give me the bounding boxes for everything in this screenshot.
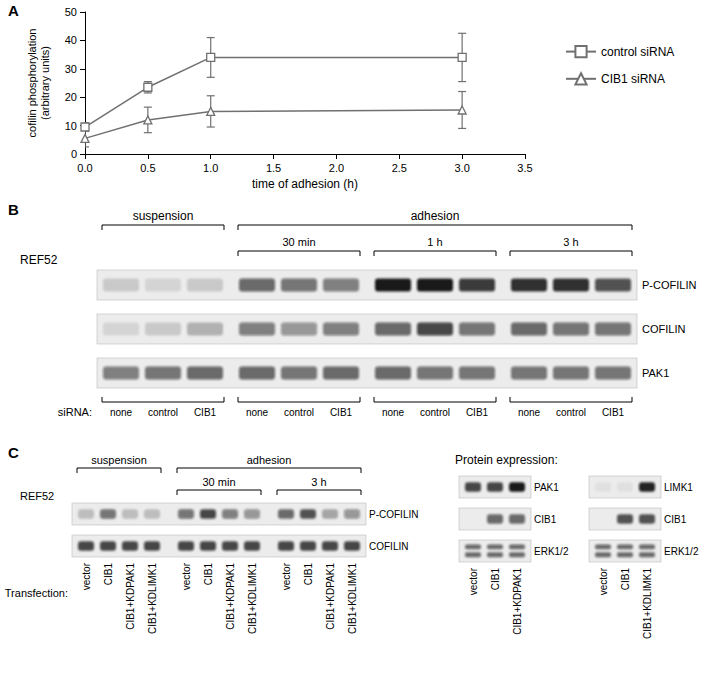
svg-text:CIB1: CIB1 [602, 407, 625, 418]
svg-text:CIB1+KDPAK1: CIB1+KDPAK1 [325, 563, 336, 630]
svg-text:control: control [556, 407, 586, 418]
svg-text:adhesion: adhesion [411, 209, 460, 223]
svg-text:control: control [284, 407, 314, 418]
svg-text:3.5: 3.5 [517, 162, 532, 174]
svg-text:10: 10 [65, 120, 77, 132]
svg-text:CIB1+KDLIMK1: CIB1+KDLIMK1 [347, 563, 358, 634]
svg-text:2.5: 2.5 [392, 162, 407, 174]
svg-text:40: 40 [65, 34, 77, 46]
svg-text:PAK1: PAK1 [642, 367, 669, 379]
svg-text:adhesion: adhesion [247, 454, 292, 466]
svg-text:control: control [420, 407, 450, 418]
svg-text:cofilin phosphorylation: cofilin phosphorylation [26, 29, 38, 138]
svg-text:CIB1: CIB1 [466, 407, 489, 418]
svg-text:1 h: 1 h [427, 236, 442, 248]
svg-text:CIB1: CIB1 [303, 563, 314, 586]
svg-text:none: none [246, 407, 269, 418]
svg-text:30 min: 30 min [202, 476, 235, 488]
svg-text:vector: vector [181, 562, 192, 590]
svg-text:(arbitrary units): (arbitrary units) [39, 46, 51, 120]
svg-text:REF52: REF52 [20, 490, 54, 502]
svg-text:3 h: 3 h [311, 476, 326, 488]
svg-text:CIB1: CIB1 [534, 514, 557, 525]
svg-text:CIB1: CIB1 [103, 563, 114, 586]
svg-text:vector: vector [598, 567, 609, 595]
svg-text:REF52: REF52 [20, 253, 58, 267]
svg-text:CIB1+KDLIMK1: CIB1+KDLIMK1 [247, 563, 258, 634]
svg-text:none: none [518, 407, 541, 418]
svg-text:20: 20 [65, 91, 77, 103]
svg-text:P-COFILIN: P-COFILIN [369, 509, 418, 520]
svg-text:ERK1/2: ERK1/2 [664, 546, 699, 557]
svg-text:0: 0 [71, 148, 77, 160]
svg-text:30: 30 [65, 63, 77, 75]
svg-text:P-COFILIN: P-COFILIN [642, 279, 696, 291]
svg-text:COFILIN: COFILIN [642, 323, 685, 335]
svg-text:vector: vector [81, 562, 92, 590]
svg-text:control siRNA: control siRNA [601, 45, 674, 59]
svg-text:ERK1/2: ERK1/2 [534, 546, 569, 557]
svg-text:1.0: 1.0 [203, 162, 218, 174]
svg-text:CIB1: CIB1 [490, 568, 501, 591]
svg-text:CIB1+KDLIMK1: CIB1+KDLIMK1 [147, 563, 158, 634]
svg-text:suspension: suspension [91, 454, 147, 466]
svg-text:vector: vector [468, 567, 479, 595]
svg-text:CIB1+KDPAK1: CIB1+KDPAK1 [125, 563, 136, 630]
svg-text:CIB1+KDPAK1: CIB1+KDPAK1 [225, 563, 236, 630]
svg-text:CIB1: CIB1 [194, 407, 217, 418]
svg-text:0.5: 0.5 [140, 162, 155, 174]
svg-text:none: none [382, 407, 405, 418]
svg-text:CIB1+KDLIMK1: CIB1+KDLIMK1 [642, 568, 653, 639]
svg-text:1.5: 1.5 [266, 162, 281, 174]
svg-text:CIB1 siRNA: CIB1 siRNA [601, 72, 665, 86]
svg-text:siRNA:: siRNA: [58, 406, 92, 418]
svg-text:Transfection:: Transfection: [5, 587, 68, 599]
svg-text:time of adhesion (h): time of adhesion (h) [252, 177, 358, 191]
svg-text:2.0: 2.0 [329, 162, 344, 174]
svg-text:Protein expression:: Protein expression: [455, 453, 558, 467]
svg-text:none: none [110, 407, 133, 418]
svg-text:CIB1: CIB1 [620, 568, 631, 591]
svg-text:30 min: 30 min [282, 236, 315, 248]
svg-text:PAK1: PAK1 [534, 482, 559, 493]
svg-text:3.0: 3.0 [454, 162, 469, 174]
svg-text:C: C [8, 444, 19, 461]
svg-text:suspension: suspension [133, 209, 194, 223]
svg-text:3 h: 3 h [563, 236, 578, 248]
svg-text:COFILIN: COFILIN [369, 541, 408, 552]
svg-text:B: B [8, 201, 19, 218]
svg-text:CIB1: CIB1 [203, 563, 214, 586]
svg-text:LIMK1: LIMK1 [664, 482, 693, 493]
svg-text:vector: vector [281, 562, 292, 590]
svg-text:control: control [148, 407, 178, 418]
html-text:A: A [8, 2, 19, 19]
svg-text:50: 50 [65, 6, 77, 18]
svg-text:CIB1: CIB1 [664, 514, 687, 525]
svg-text:CIB1+KDPAK1: CIB1+KDPAK1 [512, 568, 523, 635]
svg-text:CIB1: CIB1 [330, 407, 353, 418]
svg-text:0.0: 0.0 [77, 162, 92, 174]
